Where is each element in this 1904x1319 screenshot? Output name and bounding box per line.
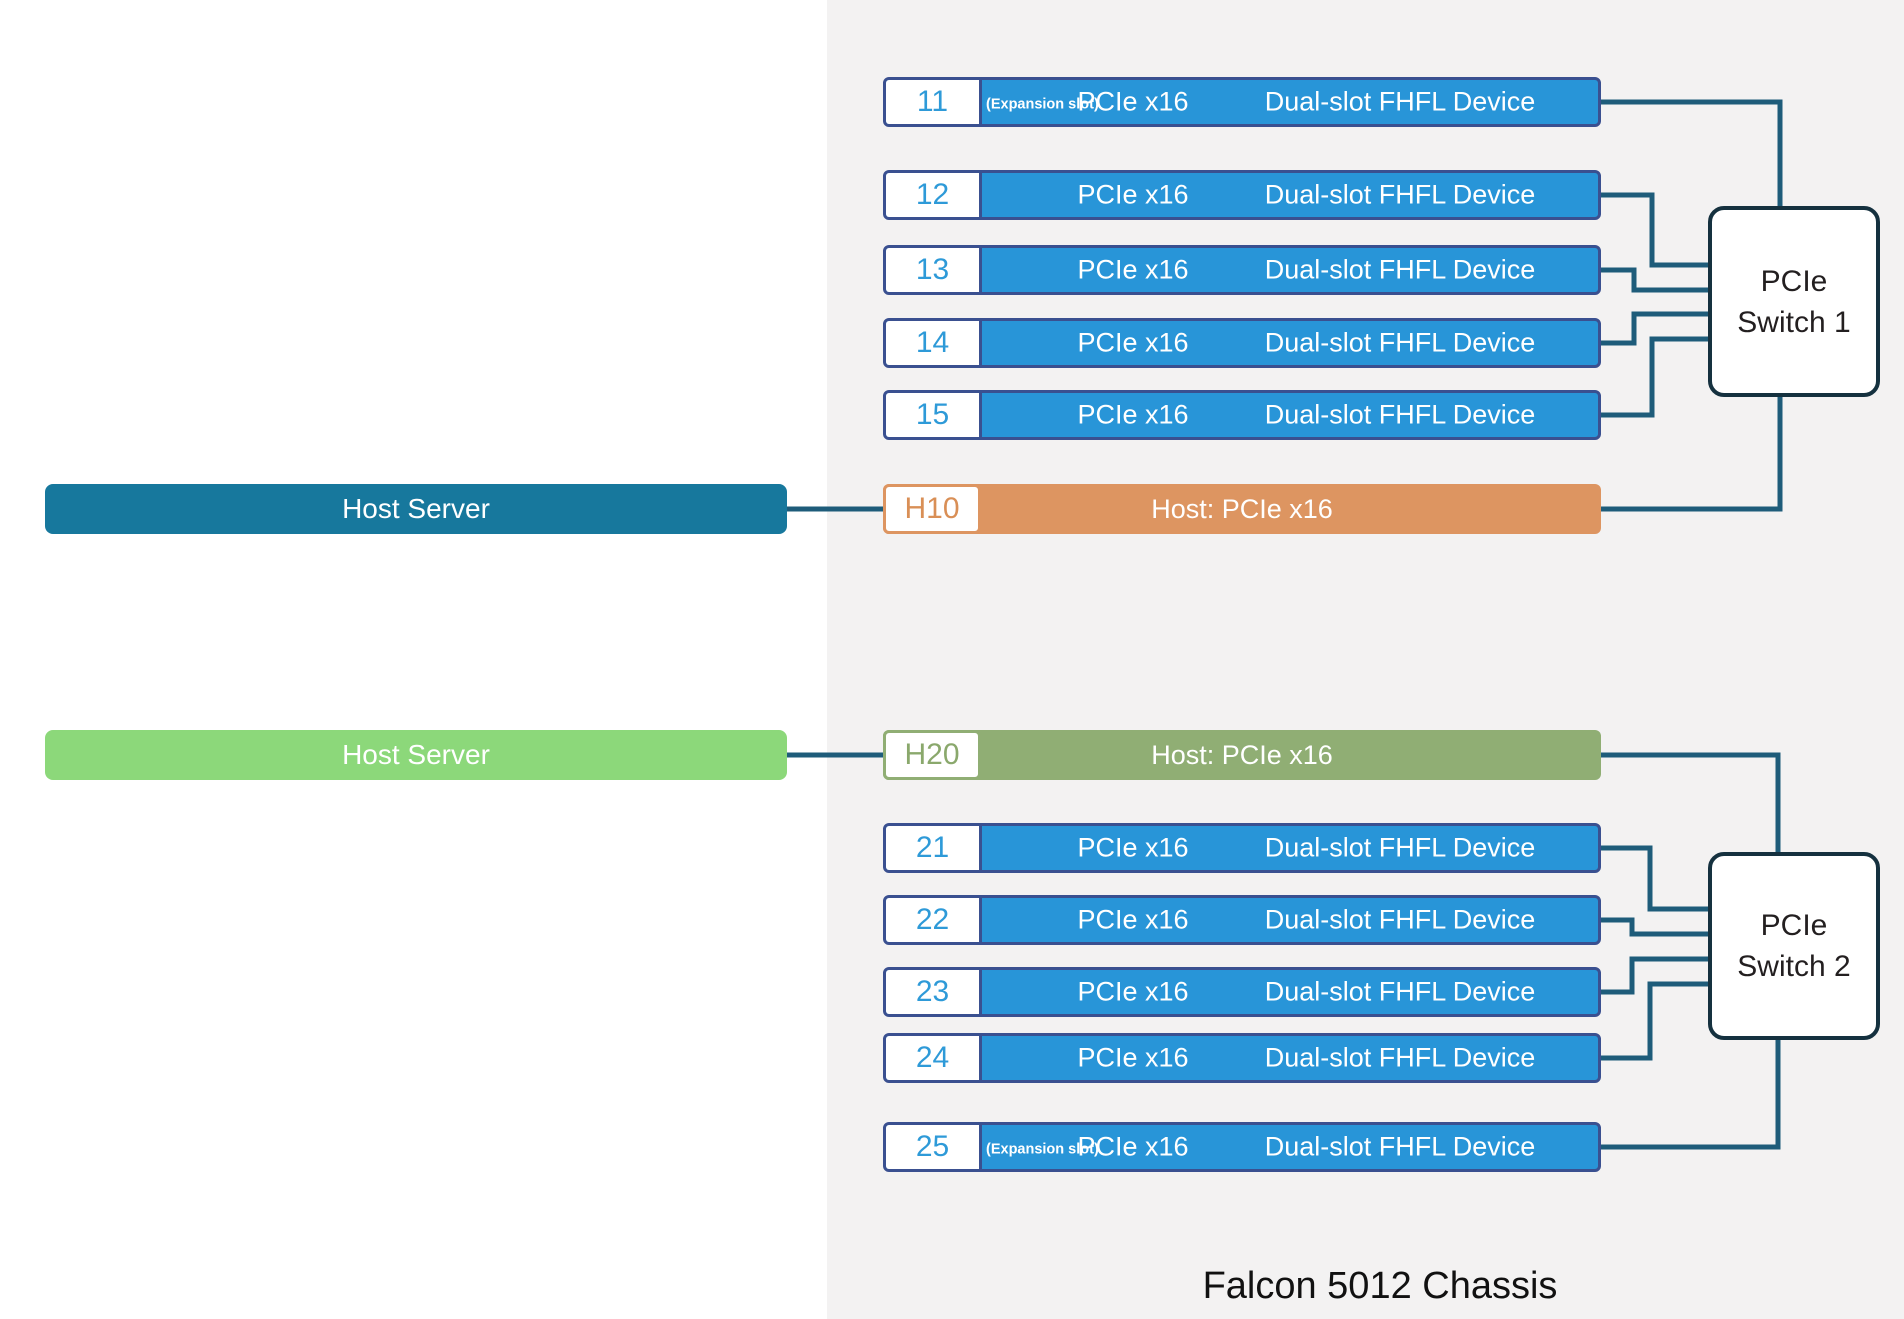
host-server-1-label: Host Server (342, 493, 490, 524)
host-port-h10-bar: H10 Host: PCIe x16 (883, 484, 1601, 534)
host-server-2-bar: Host Server (45, 730, 787, 780)
slot-12-interface: PCIe x16 (1077, 179, 1189, 210)
slot-22-interface: PCIe x16 (1077, 904, 1189, 935)
slot-25-device: Dual-slot FHFL Device (1264, 1131, 1536, 1162)
slot-24-body: PCIe x16 Dual-slot FHFL Device (982, 1036, 1598, 1080)
slot-21-device: Dual-slot FHFL Device (1264, 832, 1536, 863)
slot-12-device: Dual-slot FHFL Device (1264, 179, 1536, 210)
slot-23-number: 23 (886, 970, 982, 1014)
host-port-h20-label: Host: PCIe x16 (1151, 739, 1333, 770)
slot-23-body: PCIe x16 Dual-slot FHFL Device (982, 970, 1598, 1014)
conn-slot14-switch1 (1601, 311, 1708, 346)
conn-slot13-switch1 (1601, 267, 1708, 293)
host-port-h20-bar: H20 Host: PCIe x16 (883, 730, 1601, 780)
pcie-switch-2-box: PCIe Switch 2 (1708, 852, 1880, 1040)
slot-22-number: 22 (886, 898, 982, 942)
host-server-2-label: Host Server (342, 739, 490, 770)
slot-13-number: 13 (886, 248, 982, 292)
slot-row-24: 24 PCIe x16 Dual-slot FHFL Device (883, 1033, 1601, 1083)
slot-row-13: 13 PCIe x16 Dual-slot FHFL Device (883, 245, 1601, 295)
conn-slot23-switch2 (1601, 956, 1708, 995)
host-port-h20-id: H20 (883, 730, 981, 780)
chassis-title: Falcon 5012 Chassis (1202, 1265, 1558, 1307)
slot-24-device: Dual-slot FHFL Device (1264, 1042, 1536, 1073)
slot-22-body: PCIe x16 Dual-slot FHFL Device (982, 898, 1598, 942)
conn-slot15-switch1 (1601, 336, 1708, 418)
slot-row-14: 14 PCIe x16 Dual-slot FHFL Device (883, 318, 1601, 368)
slot-15-body: PCIe x16 Dual-slot FHFL Device (982, 393, 1598, 437)
slot-11-note: (Expansion slot) (986, 96, 1099, 113)
slot-13-device: Dual-slot FHFL Device (1264, 254, 1536, 285)
pcie-switch-1-label: PCIe Switch 1 (1737, 264, 1851, 339)
slot-21-interface: PCIe x16 (1077, 832, 1189, 863)
slot-row-11: 11 (Expansion slot) PCIe x16 Dual-slot F… (883, 77, 1601, 127)
slot-11-interface: PCIe x16 (1077, 86, 1189, 117)
slot-24-number: 24 (886, 1036, 982, 1080)
slot-11-number: 11 (886, 80, 982, 124)
conn-slot21-switch2 (1601, 845, 1708, 912)
slot-row-21: 21 PCIe x16 Dual-slot FHFL Device (883, 823, 1601, 873)
slot-25-interface: PCIe x16 (1077, 1131, 1189, 1162)
slot-13-interface: PCIe x16 (1077, 254, 1189, 285)
conn-slot25-switch2 (1601, 1040, 1781, 1150)
slot-12-body: PCIe x16 Dual-slot FHFL Device (982, 173, 1598, 217)
slot-12-number: 12 (886, 173, 982, 217)
slot-23-device: Dual-slot FHFL Device (1264, 976, 1536, 1007)
pcie-switch-2-label: PCIe Switch 2 (1737, 909, 1851, 983)
slot-24-interface: PCIe x16 (1077, 1042, 1189, 1073)
slot-14-body: PCIe x16 Dual-slot FHFL Device (982, 321, 1598, 365)
conn-slot24-switch2 (1601, 981, 1708, 1061)
slot-21-number: 21 (886, 826, 982, 870)
slot-22-device: Dual-slot FHFL Device (1264, 904, 1536, 935)
host-port-h10-label: Host: PCIe x16 (1151, 493, 1333, 524)
conn-slot12-switch1 (1601, 192, 1708, 268)
conn-h20-switch2 (1601, 752, 1781, 852)
host-server-1-bar: Host Server (45, 484, 787, 534)
slot-14-number: 14 (886, 321, 982, 365)
slot-14-interface: PCIe x16 (1077, 327, 1189, 358)
slot-25-number: 25 (886, 1125, 982, 1169)
pcie-switch-1-box: PCIe Switch 1 (1708, 206, 1880, 397)
conn-h10-switch1 (1601, 397, 1783, 512)
slot-14-device: Dual-slot FHFL Device (1264, 327, 1536, 358)
slot-21-body: PCIe x16 Dual-slot FHFL Device (982, 826, 1598, 870)
slot-15-device: Dual-slot FHFL Device (1264, 399, 1536, 430)
slot-25-body: (Expansion slot) PCIe x16 Dual-slot FHFL… (982, 1125, 1598, 1169)
slot-row-25: 25 (Expansion slot) PCIe x16 Dual-slot F… (883, 1122, 1601, 1172)
slot-row-23: 23 PCIe x16 Dual-slot FHFL Device (883, 967, 1601, 1017)
host-port-h10-id: H10 (883, 484, 981, 534)
slot-row-22: 22 PCIe x16 Dual-slot FHFL Device (883, 895, 1601, 945)
conn-slot22-switch2 (1601, 917, 1708, 937)
conn-slot11-switch1 (1601, 99, 1783, 206)
slot-row-15: 15 PCIe x16 Dual-slot FHFL Device (883, 390, 1601, 440)
slot-11-body: (Expansion slot) PCIe x16 Dual-slot FHFL… (982, 80, 1598, 124)
slot-23-interface: PCIe x16 (1077, 976, 1189, 1007)
slot-15-interface: PCIe x16 (1077, 399, 1189, 430)
slot-13-body: PCIe x16 Dual-slot FHFL Device (982, 248, 1598, 292)
slot-row-12: 12 PCIe x16 Dual-slot FHFL Device (883, 170, 1601, 220)
slot-11-device: Dual-slot FHFL Device (1264, 86, 1536, 117)
slot-25-note: (Expansion slot) (986, 1141, 1099, 1158)
slot-15-number: 15 (886, 393, 982, 437)
